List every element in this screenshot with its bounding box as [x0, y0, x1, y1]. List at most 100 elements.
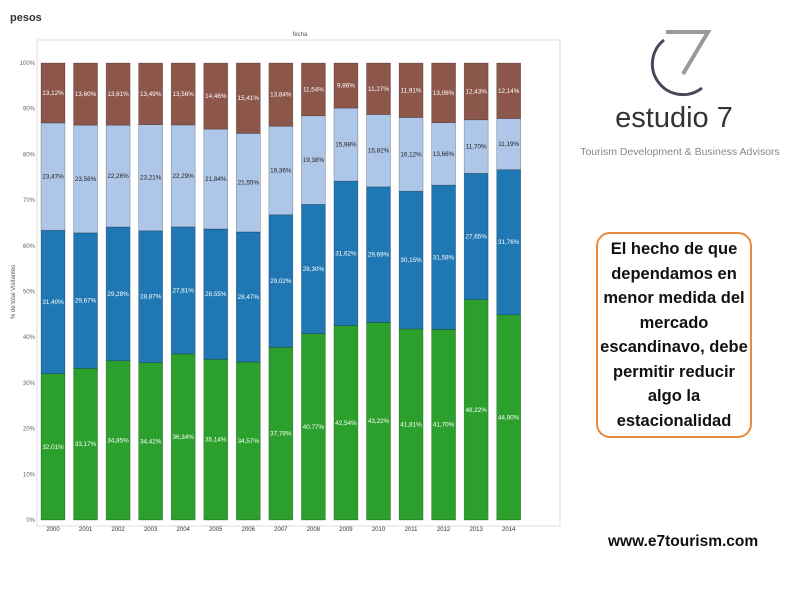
bar-segment-green [333, 325, 359, 521]
x-tick-label: 2008 [307, 527, 321, 533]
data-label: 31,62% [335, 250, 357, 257]
bar-segment-green [463, 299, 489, 521]
estudio7-logo: estudio 7 Tourism Development & Business… [568, 18, 792, 168]
data-label: 9,86% [337, 83, 355, 90]
bar-segment-brown [496, 62, 522, 119]
bar-segment-brown [301, 62, 326, 117]
y-axis-label: % de total Visitantes [11, 265, 17, 319]
bar-segment-dark-blue [170, 226, 196, 355]
x-tick-label: 2006 [242, 527, 256, 533]
bar-segment-green [170, 353, 196, 521]
data-label: 11,19% [498, 141, 519, 148]
data-label: 29,02% [270, 278, 292, 285]
data-label: 11,54% [303, 86, 324, 93]
data-label: 31,40% [42, 299, 64, 306]
data-label: 11,70% [466, 144, 487, 151]
data-label: 13,49% [140, 91, 162, 98]
data-label: 27,65% [465, 233, 487, 240]
data-label: 13,12% [42, 90, 64, 97]
x-tick-label: 2000 [46, 527, 60, 533]
x-tick-label: 2009 [339, 527, 353, 533]
website-url: www.e7tourism.com [608, 533, 759, 550]
data-label: 35,14% [205, 437, 227, 444]
plot-frame [36, 39, 561, 527]
data-label: 16,12% [400, 151, 422, 158]
bar-2005: 35,14% 28,55% 21,84% 14,46% [203, 62, 229, 521]
bar-2009: 42,54% 31,62% 15,98% 9,86% [333, 62, 359, 521]
data-label: 41,70% [433, 422, 455, 429]
data-label: 28,87% [140, 294, 162, 301]
bar-2011: 41,81% 30,15% 16,12% 11,91% [398, 62, 424, 521]
bar-segment-brown [398, 62, 424, 118]
data-label: 29,67% [75, 298, 97, 305]
bar-segment-light-blue [105, 124, 131, 228]
bar-segment-brown [105, 62, 131, 126]
data-label: 31,76% [498, 239, 520, 246]
bar-segment-dark-blue [431, 184, 456, 330]
data-label: 23,21% [140, 175, 162, 182]
brand-tagline: Tourism Development & Business Advisors [580, 146, 780, 158]
data-label: 36,34% [173, 434, 195, 441]
bar-segment-light-blue [170, 124, 196, 228]
data-label: 41,81% [400, 421, 422, 428]
data-label: 27,81% [173, 287, 195, 294]
bar-segment-brown [333, 62, 359, 109]
data-label: 15,82% [368, 148, 390, 155]
data-label: 19,38% [303, 157, 325, 164]
data-label: 23,47% [42, 174, 64, 181]
y-tick-label: 90% [23, 107, 36, 113]
data-label: 14,46% [205, 93, 227, 100]
data-label: 22,26% [107, 173, 129, 180]
data-label: 13,66% [433, 151, 455, 158]
data-label: 12,14% [498, 88, 520, 95]
bar-2001: 33,17% 29,67% 23,56% 13,60% [73, 62, 98, 521]
bar-segment-brown [73, 62, 98, 126]
bar-segment-dark-blue [73, 232, 98, 369]
data-label: 23,56% [75, 176, 97, 183]
data-label: 31,58% [433, 254, 455, 261]
bar-2013: 48,22% 27,65% 11,70% 12,43% [463, 62, 489, 521]
data-label: 34,85% [107, 437, 129, 444]
x-tick-label: 2004 [177, 527, 191, 533]
data-label: 11,27% [368, 86, 389, 93]
x-tick-label: 2002 [111, 527, 125, 533]
bar-segment-green [496, 314, 522, 521]
data-label: 37,78% [270, 431, 292, 438]
y-tick-label: 100% [20, 61, 36, 67]
bar-segment-dark-blue [398, 190, 424, 330]
bar-segment-brown [40, 62, 66, 124]
bar-segment-light-blue [333, 107, 359, 182]
bar-segment-light-blue [203, 128, 229, 230]
bar-2014: 44,90% 31,76% 11,19% 12,14% [496, 62, 522, 521]
data-label: 28,55% [205, 291, 227, 298]
callout-box: El hecho de que dependamos en menor medi… [596, 232, 752, 438]
bar-2004: 36,34% 27,81% 22,29% 13,56% [170, 62, 196, 521]
bar-segment-green [40, 373, 66, 521]
data-label: 12,43% [465, 88, 487, 95]
y-tick-label: 30% [23, 381, 36, 387]
bar-segment-dark-blue [203, 228, 229, 360]
data-label: 21,84% [205, 176, 227, 183]
bar-2003: 34,42% 28,87% 23,21% 13,49% [138, 62, 163, 521]
bar-segment-dark-blue [463, 172, 489, 300]
x-tick-label: 2014 [502, 527, 516, 533]
sheet-title: pesos [10, 12, 42, 24]
bar-2002: 34,85% 29,28% 22,26% 13,61% [105, 62, 131, 521]
data-label: 29,28% [107, 291, 129, 298]
data-label: 21,55% [238, 180, 260, 187]
data-label: 48,22% [465, 407, 487, 414]
bar-segment-green [236, 361, 261, 521]
bar-segment-dark-blue [236, 231, 261, 363]
bar-2000: 32,01% 31,40% 23,47% 13,12% [40, 62, 66, 521]
bar-segment-light-blue [496, 118, 522, 170]
data-label: 29,69% [368, 252, 390, 259]
bar-2008: 40,77% 28,30% 19,38% 11,54% [301, 62, 326, 521]
data-label: 11,91% [401, 87, 422, 94]
data-label: 44,90% [498, 414, 520, 421]
bar-segment-brown [268, 62, 294, 127]
bar-segment-light-blue [138, 124, 163, 232]
y-tick-label: 80% [23, 152, 36, 158]
y-tick-label: 70% [23, 198, 36, 204]
bar-segment-dark-blue [333, 180, 359, 326]
bar-segment-light-blue [366, 114, 391, 188]
